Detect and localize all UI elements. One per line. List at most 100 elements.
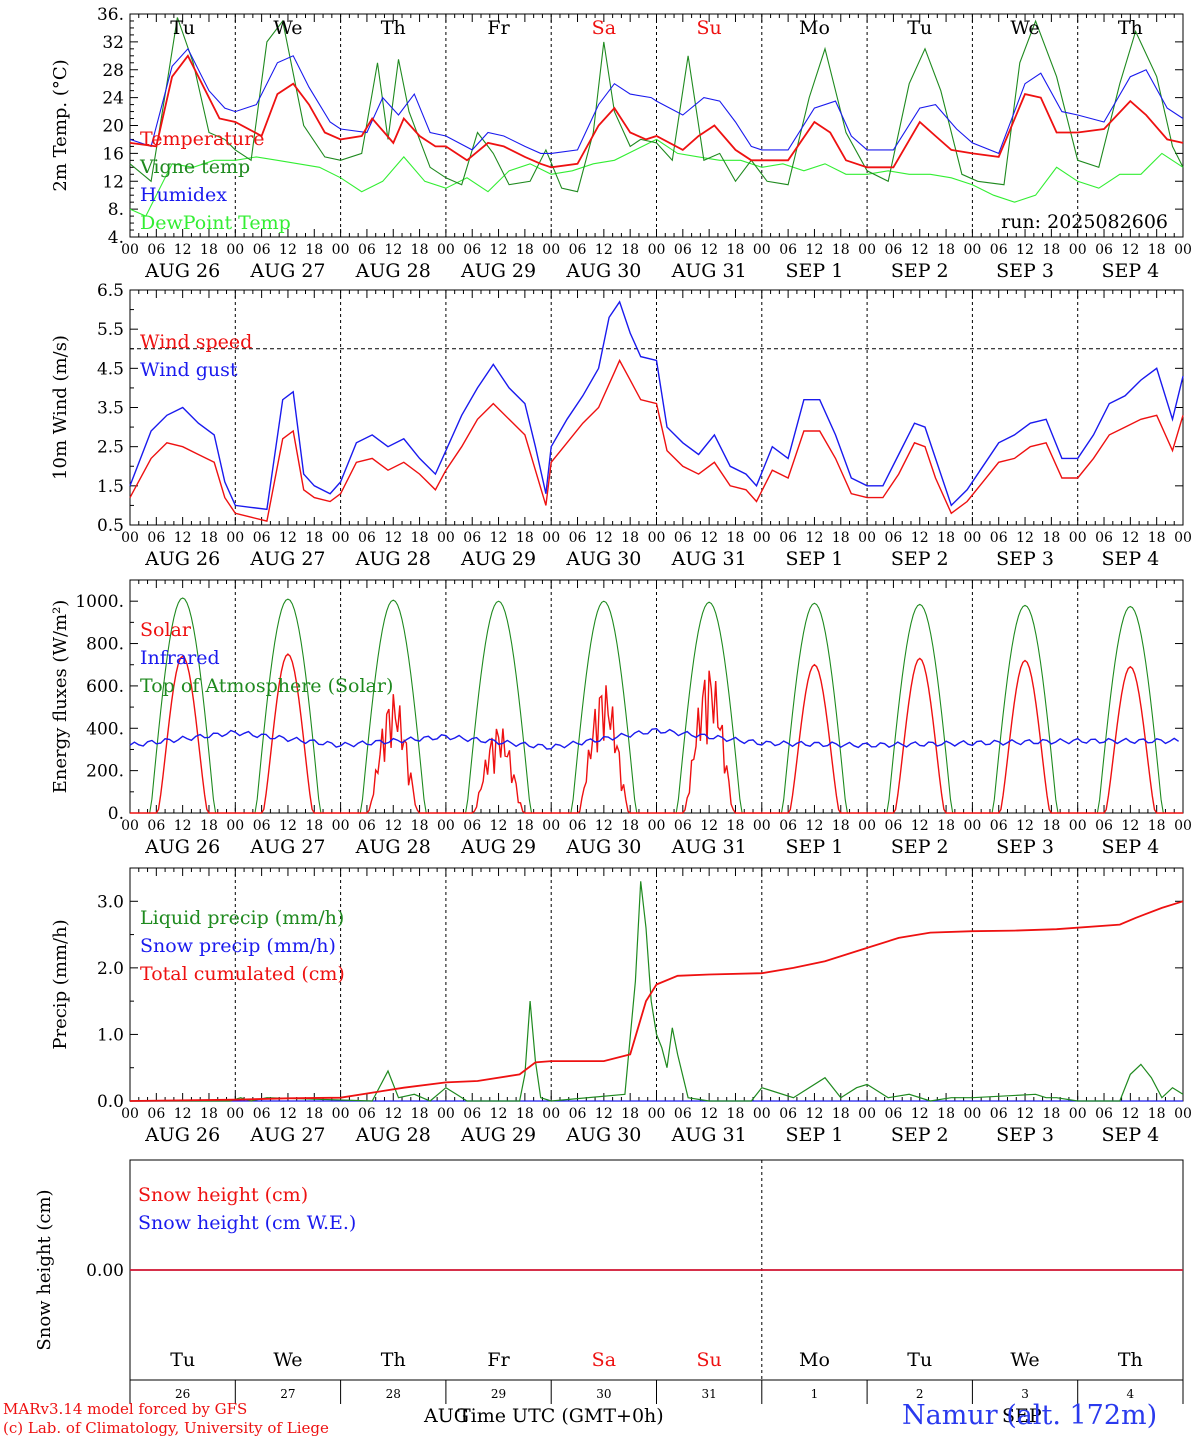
wind-hour-label: 18 (411, 530, 429, 546)
precip-hour-label: 12 (1016, 1106, 1034, 1122)
precip-hour-label: 00 (121, 1106, 139, 1122)
energy-hour-label: 18 (727, 818, 745, 834)
precip-date-label: AUG 31 (671, 1124, 747, 1146)
energy-date-label: SEP 4 (1101, 836, 1159, 858)
temperature-date-label: AUG 30 (565, 260, 641, 282)
wind-hour-label: 18 (305, 530, 323, 546)
wind-hour-label: 06 (358, 530, 376, 546)
temperature-ylabel: 2m Temp. (°C) (50, 59, 71, 191)
wind-hour-label: 06 (253, 530, 271, 546)
precip-hour-label: 12 (1121, 1106, 1139, 1122)
temperature-hour-label: 00 (332, 242, 350, 258)
energy-hour-label: 00 (858, 818, 876, 834)
wind-hour-label: 06 (569, 530, 587, 546)
run-label: run: 2025082606 (1001, 211, 1168, 233)
energy-hour-label: 00 (226, 818, 244, 834)
temperature-weekday-label: Su (697, 17, 722, 39)
temperature-hour-label: 18 (621, 242, 639, 258)
precip-date-label: SEP 4 (1101, 1124, 1159, 1146)
energy-hour-label: 00 (1174, 818, 1192, 834)
temperature-date-label: SEP 2 (891, 260, 949, 282)
energy-hour-label: 06 (147, 818, 165, 834)
energy-hour-label: 12 (384, 818, 402, 834)
temperature-date-label: AUG 29 (460, 260, 536, 282)
temperature-ytick-label: 28 (102, 61, 124, 81)
precip-hour-label: 00 (1174, 1106, 1192, 1122)
energy-hour-label: 18 (516, 818, 534, 834)
snow-day-number: 27 (280, 1387, 295, 1401)
temperature-hour-label: 18 (1148, 242, 1166, 258)
wind-date-label: AUG 26 (144, 548, 220, 570)
precip-date-label: AUG 28 (355, 1124, 431, 1146)
precip-hour-label: 18 (200, 1106, 218, 1122)
precip-ytick-label: 1.0 (97, 1025, 124, 1045)
precip-hour-label: 06 (463, 1106, 481, 1122)
energy-hour-label: 00 (753, 818, 771, 834)
precip-hour-label: 18 (516, 1106, 534, 1122)
energy-hour-label: 12 (174, 818, 192, 834)
precip-hour-label: 06 (1095, 1106, 1113, 1122)
temperature-hour-label: 00 (437, 242, 455, 258)
wind-hour-label: 12 (1016, 530, 1034, 546)
wind-date-label: SEP 2 (891, 548, 949, 570)
temperature-hour-label: 18 (937, 242, 955, 258)
precip-date-label: AUG 30 (565, 1124, 641, 1146)
wind-hour-label: 12 (279, 530, 297, 546)
precip-hour-label: 12 (595, 1106, 613, 1122)
temperature-legend-item: Vigne temp (139, 156, 250, 178)
temperature-date-label: AUG 31 (671, 260, 747, 282)
energy-hour-label: 00 (437, 818, 455, 834)
wind-hour-label: 06 (990, 530, 1008, 546)
wind-date-label: AUG 29 (460, 548, 536, 570)
temperature-hour-label: 12 (911, 242, 929, 258)
temperature-hour-label: 12 (700, 242, 718, 258)
snow-legend-item: Snow height (cm) (138, 1184, 308, 1206)
temperature-series-vigne-temp (129, 17, 1184, 193)
snow-day-number: 31 (702, 1387, 717, 1401)
precip-date-label: AUG 27 (249, 1124, 325, 1146)
energy-hour-label: 06 (463, 818, 481, 834)
temperature-weekday-label: We (1010, 17, 1039, 39)
wind-hour-label: 12 (174, 530, 192, 546)
energy-hour-label: 06 (1095, 818, 1113, 834)
energy-hour-label: 00 (332, 818, 350, 834)
temperature-hour-label: 06 (253, 242, 271, 258)
temperature-series-temperature (129, 54, 1184, 169)
precip-hour-label: 06 (674, 1106, 692, 1122)
energy-date-label: AUG 27 (249, 836, 325, 858)
snow-ylabel: Snow height (cm) (34, 1189, 55, 1350)
temperature-ytick-label: 20 (102, 117, 124, 137)
energy-hour-label: 12 (911, 818, 929, 834)
wind-ytick-label: 3.5 (97, 399, 124, 419)
wind-series-wind-gust (129, 300, 1184, 511)
precip-hour-label: 00 (963, 1106, 981, 1122)
precip-series-liquid-precip-mm-h- (130, 881, 1184, 1102)
energy-ytick-label: 200. (86, 762, 124, 782)
energy-hour-label: 18 (832, 818, 850, 834)
temperature-hour-label: 12 (384, 242, 402, 258)
precip-hour-label: 18 (937, 1106, 955, 1122)
wind-date-label: AUG 31 (671, 548, 747, 570)
precip-hour-label: 12 (700, 1106, 718, 1122)
wind-hour-label: 18 (516, 530, 534, 546)
temperature-hour-label: 18 (411, 242, 429, 258)
temperature-hour-label: 12 (1121, 242, 1139, 258)
precip-hour-label: 06 (779, 1106, 797, 1122)
wind-ytick-label: 0.5 (97, 516, 124, 536)
wind-hour-label: 06 (1095, 530, 1113, 546)
precip-hour-label: 18 (727, 1106, 745, 1122)
precip-hour-label: 00 (858, 1106, 876, 1122)
precip-hour-label: 06 (147, 1106, 165, 1122)
energy-ytick-label: 400. (86, 719, 124, 739)
temperature-legend-item: Humidex (140, 184, 227, 206)
temperature-hour-label: 18 (1042, 242, 1060, 258)
precip-hour-label: 18 (1042, 1106, 1060, 1122)
energy-hour-label: 18 (937, 818, 955, 834)
wind-hour-label: 00 (648, 530, 666, 546)
temperature-hour-label: 18 (516, 242, 534, 258)
wind-date-label: AUG 27 (249, 548, 325, 570)
energy-date-label: AUG 26 (144, 836, 220, 858)
precip-hour-label: 18 (411, 1106, 429, 1122)
model-credit: MARv3.14 model forced by GFS (3, 1400, 248, 1418)
precip-hour-label: 00 (648, 1106, 666, 1122)
